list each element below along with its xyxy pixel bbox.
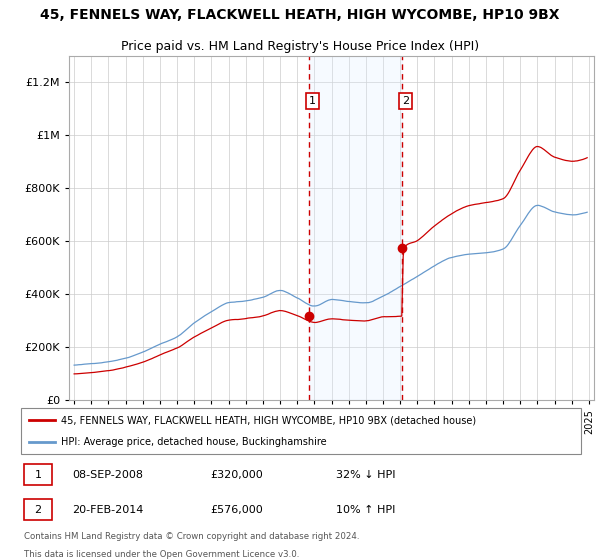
- Text: £320,000: £320,000: [211, 470, 263, 479]
- Text: 10% ↑ HPI: 10% ↑ HPI: [335, 505, 395, 515]
- FancyBboxPatch shape: [23, 464, 52, 485]
- FancyBboxPatch shape: [21, 408, 581, 454]
- Text: 32% ↓ HPI: 32% ↓ HPI: [335, 470, 395, 479]
- Text: Price paid vs. HM Land Registry's House Price Index (HPI): Price paid vs. HM Land Registry's House …: [121, 40, 479, 53]
- Text: 1: 1: [34, 470, 41, 479]
- Text: 45, FENNELS WAY, FLACKWELL HEATH, HIGH WYCOMBE, HP10 9BX: 45, FENNELS WAY, FLACKWELL HEATH, HIGH W…: [40, 8, 560, 22]
- Text: Contains HM Land Registry data © Crown copyright and database right 2024.: Contains HM Land Registry data © Crown c…: [23, 533, 359, 542]
- Text: 45, FENNELS WAY, FLACKWELL HEATH, HIGH WYCOMBE, HP10 9BX (detached house): 45, FENNELS WAY, FLACKWELL HEATH, HIGH W…: [61, 415, 476, 425]
- Text: £576,000: £576,000: [211, 505, 263, 515]
- Text: This data is licensed under the Open Government Licence v3.0.: This data is licensed under the Open Gov…: [23, 550, 299, 559]
- Text: 2: 2: [402, 96, 409, 106]
- Bar: [309, 56, 403, 400]
- Text: 2: 2: [34, 505, 41, 515]
- Text: HPI: Average price, detached house, Buckinghamshire: HPI: Average price, detached house, Buck…: [61, 437, 326, 447]
- FancyBboxPatch shape: [23, 499, 52, 520]
- Text: 1: 1: [309, 96, 316, 106]
- Text: 08-SEP-2008: 08-SEP-2008: [72, 470, 143, 479]
- Text: 20-FEB-2014: 20-FEB-2014: [72, 505, 143, 515]
